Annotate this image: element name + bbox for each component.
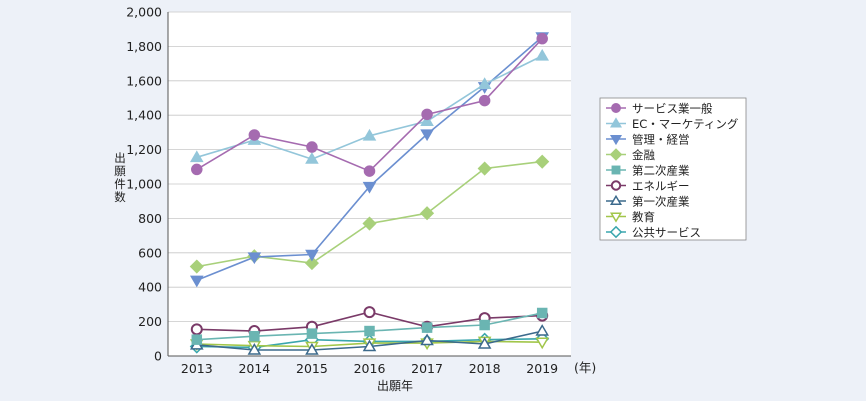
legend-label: 第一次産業 (632, 194, 690, 208)
legend-label: 第二次産業 (632, 163, 690, 177)
data-point-marker (304, 256, 319, 271)
y-tick-label: 1,800 (126, 39, 162, 54)
data-point-marker (535, 154, 550, 169)
legend-label: 金融 (632, 148, 655, 162)
y-tick-label: 1,000 (126, 177, 162, 192)
legend-label: エネルギー (632, 179, 690, 193)
data-point-marker (479, 319, 490, 331)
data-point-marker (536, 307, 548, 319)
data-point-marker (478, 94, 491, 107)
data-point-marker (189, 275, 204, 288)
legend-item: エネルギー (606, 179, 690, 193)
data-point-marker (610, 180, 622, 191)
data-point-marker (249, 330, 260, 342)
y-tick-label: 0 (154, 349, 162, 364)
x-tick-label: 2019 (526, 361, 558, 376)
y-axis-tick-labels: 0 200 400 600 800 1,000 1,200 1,400 1,600 1,800 2,… (126, 5, 162, 364)
y-tick-label: 200 (138, 314, 162, 329)
data-point-marker (191, 163, 203, 176)
data-point-marker (609, 135, 623, 146)
series-layer (189, 32, 550, 355)
legend-label: 教育 (632, 210, 655, 224)
data-point-marker (611, 103, 621, 113)
legend-item: サービス業一般 (606, 101, 713, 115)
data-point-marker (477, 336, 492, 349)
x-tick-label: 2013 (181, 361, 213, 376)
data-point-marker (306, 328, 318, 339)
y-tick-label: 2,000 (126, 5, 162, 20)
data-point-marker (364, 325, 375, 337)
series-1 (191, 32, 548, 177)
data-point-marker (421, 108, 433, 121)
x-tick-label: 2016 (354, 361, 386, 376)
data-point-marker (420, 114, 434, 126)
data-point-marker (536, 32, 548, 45)
data-point-marker (363, 306, 376, 319)
data-point-marker (609, 225, 623, 239)
legend-item: 金融 (606, 148, 655, 162)
legend-item: EC・マーケティング (606, 117, 739, 131)
y-tick-label: 1,400 (126, 108, 162, 123)
data-point-marker (421, 322, 433, 333)
data-point-marker (248, 129, 261, 141)
data-point-marker (609, 194, 623, 205)
data-point-marker (362, 128, 377, 141)
data-point-marker (535, 324, 550, 336)
data-point-marker (535, 337, 550, 350)
data-point-marker (420, 333, 434, 346)
gridlines (167, 11, 571, 357)
legend-label: 管理・経営 (632, 132, 690, 146)
data-point-marker (362, 216, 377, 231)
x-tick-label: 2017 (411, 361, 443, 376)
data-point-marker (477, 161, 492, 176)
x-axis-tick-labels: 2013 2014 2015 2016 2017 2018 2019 (181, 361, 558, 376)
data-point-marker (189, 150, 204, 163)
legend-item: 公共サービス (606, 225, 701, 239)
series-5 (191, 307, 548, 345)
legend-label: 公共サービス (632, 225, 701, 239)
y-tick-label: 800 (138, 211, 162, 226)
legend-item: 管理・経営 (606, 132, 690, 146)
legend-label: EC・マーケティング (632, 117, 739, 131)
data-point-marker (477, 77, 492, 89)
data-point-marker (420, 206, 435, 221)
data-point-marker (420, 129, 434, 142)
data-point-marker (609, 117, 623, 128)
legend-item: 第一次産業 (606, 194, 690, 208)
y-tick-label: 600 (138, 245, 162, 260)
x-tick-label: 2014 (238, 361, 270, 376)
data-point-marker (363, 165, 376, 177)
data-point-marker (247, 342, 262, 355)
data-point-marker (535, 48, 550, 61)
data-point-marker (609, 148, 623, 161)
y-axis-title: 出願件数 (114, 151, 126, 204)
legend: サービス業一般 EC・マーケティング管理・経営金融第二次産業エネルギー第一次産業教… (599, 97, 747, 241)
series-4 (189, 154, 550, 274)
y-tick-label: 1,200 (126, 142, 162, 157)
x-unit-label: (年) (574, 360, 596, 375)
data-point-marker (247, 252, 262, 265)
data-point-marker (191, 334, 203, 345)
data-point-marker (189, 259, 204, 274)
x-axis-title: 出願年 (377, 379, 413, 393)
legend-label: サービス業一般 (632, 101, 713, 115)
data-point-marker (362, 339, 377, 352)
y-tick-label: 1,600 (126, 73, 162, 88)
data-point-marker (362, 181, 377, 194)
data-point-marker (611, 165, 621, 175)
data-point-marker (305, 152, 319, 164)
legend-item: 教育 (606, 210, 655, 224)
data-point-marker (306, 141, 318, 153)
x-tick-label: 2018 (469, 361, 501, 376)
data-point-marker (305, 342, 319, 355)
data-point-marker (190, 323, 203, 336)
y-tick-label: 400 (138, 280, 162, 295)
data-point-marker (609, 212, 623, 223)
data-point-marker (305, 249, 319, 262)
x-tick-label: 2015 (296, 361, 328, 376)
legend-item: 第二次産業 (606, 163, 690, 177)
